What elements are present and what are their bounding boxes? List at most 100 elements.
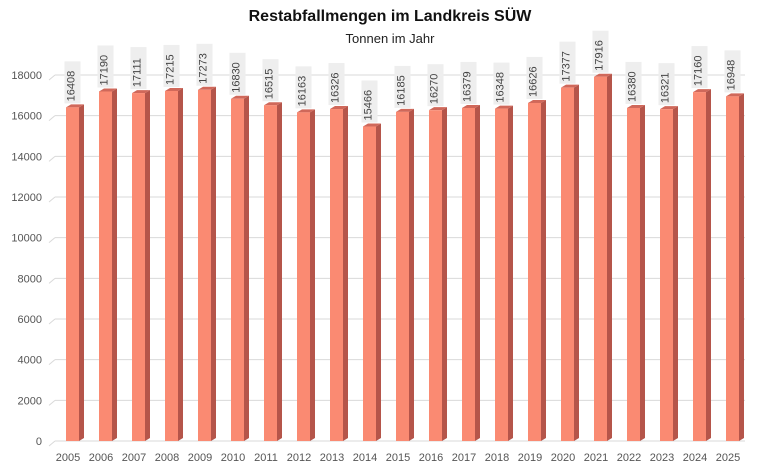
x-tick-label: 2011 (254, 452, 278, 464)
data-label: 17273 (198, 53, 210, 84)
x-tick-label: 2010 (221, 452, 245, 464)
data-label-bg (196, 43, 213, 86)
bar-top (495, 105, 513, 109)
x-tick-label: 2025 (716, 452, 740, 464)
bar-side (112, 88, 117, 441)
y-tick-label: 14000 (11, 151, 42, 163)
bar-top (693, 89, 711, 93)
data-label-bg (229, 52, 246, 95)
x-tick-label: 2020 (551, 452, 575, 464)
bar-top (429, 107, 447, 111)
data-label: 16163 (297, 76, 309, 107)
data-label-bg (361, 80, 378, 123)
gridline-3d-stub (48, 277, 56, 284)
x-tick-label: 2012 (287, 452, 311, 464)
data-label: 16326 (330, 72, 342, 103)
bar (693, 92, 706, 441)
bar-side (640, 104, 645, 441)
bar-top (594, 73, 612, 77)
bar (561, 87, 574, 441)
bar-top (660, 106, 678, 110)
gridline-3d-stub (48, 440, 56, 447)
x-tick-label: 2008 (155, 452, 179, 464)
x-tick-label: 2005 (56, 452, 80, 464)
bar-side (508, 105, 513, 441)
data-label: 16348 (495, 72, 507, 103)
bar-side (79, 104, 84, 441)
x-tick-label: 2016 (419, 452, 443, 464)
bar (231, 98, 244, 441)
x-tick-label: 2009 (188, 452, 212, 464)
y-tick-label: 16000 (11, 111, 42, 123)
bar-side (211, 86, 216, 441)
data-label: 17215 (165, 54, 177, 85)
gridline-3d-stub (48, 155, 56, 162)
data-label-bg (262, 59, 279, 102)
gridline-3d-stub (48, 196, 56, 203)
bar-side (673, 106, 678, 442)
y-tick-label: 18000 (11, 70, 42, 82)
x-tick-label: 2007 (122, 452, 146, 464)
gridline-3d-stub (48, 237, 56, 244)
bar-side (376, 123, 381, 442)
bar (165, 90, 178, 441)
x-tick-label: 2024 (683, 452, 707, 464)
bar-side (739, 93, 744, 442)
x-tick-label: 2017 (452, 452, 476, 464)
data-label: 16830 (231, 62, 243, 93)
data-label: 16408 (66, 71, 78, 102)
bar (132, 93, 145, 442)
gridline-3d-stub (48, 399, 56, 406)
chart-title: Restabfallmengen im Landkreis SÜW (248, 8, 532, 25)
x-tick-label: 2014 (353, 452, 377, 464)
bar (594, 76, 607, 441)
data-label-bg (559, 41, 576, 84)
x-tick-label: 2015 (386, 452, 410, 464)
bar (297, 112, 310, 442)
data-label-bg (64, 61, 81, 104)
bar-top (132, 90, 150, 94)
data-label: 17916 (594, 40, 606, 71)
bar-side (145, 90, 150, 442)
data-label-bg (130, 47, 147, 90)
data-label-bg (163, 44, 180, 87)
y-tick-label: 4000 (18, 355, 42, 367)
data-label-bg (295, 66, 312, 109)
bar (198, 89, 211, 441)
y-tick-label: 2000 (18, 395, 42, 407)
bar (396, 111, 409, 441)
bar-side (343, 106, 348, 442)
bar-side (442, 107, 447, 441)
data-label-bg (394, 65, 411, 108)
data-label-bg (658, 63, 675, 106)
bar-side (475, 104, 480, 442)
bar-top (66, 104, 84, 108)
x-tick-label: 2013 (320, 452, 344, 464)
bar-top (726, 93, 744, 97)
bar (99, 91, 112, 441)
chart-subtitle: Tonnen im Jahr (345, 31, 435, 46)
bar-top (165, 87, 183, 91)
bar (495, 108, 508, 441)
data-label: 15466 (363, 90, 375, 121)
bar-side (310, 109, 315, 442)
x-tick-label: 2023 (650, 452, 674, 464)
gridline-3d-stub (48, 318, 56, 325)
bar (66, 107, 79, 441)
bar-side (607, 73, 612, 441)
data-label-bg (493, 62, 510, 105)
data-label-bg (97, 45, 114, 88)
bar-side (409, 108, 414, 441)
data-label-bg (724, 50, 741, 93)
bar (627, 107, 640, 441)
bar-top (297, 109, 315, 113)
bar (330, 109, 343, 442)
x-tick-label: 2018 (485, 452, 509, 464)
y-tick-label: 0 (36, 436, 42, 448)
bar-top (363, 123, 381, 127)
data-label: 16380 (627, 71, 639, 102)
bar (726, 96, 739, 442)
data-label-bg (460, 61, 477, 104)
data-label: 16321 (660, 73, 672, 104)
bar-top (627, 104, 645, 108)
